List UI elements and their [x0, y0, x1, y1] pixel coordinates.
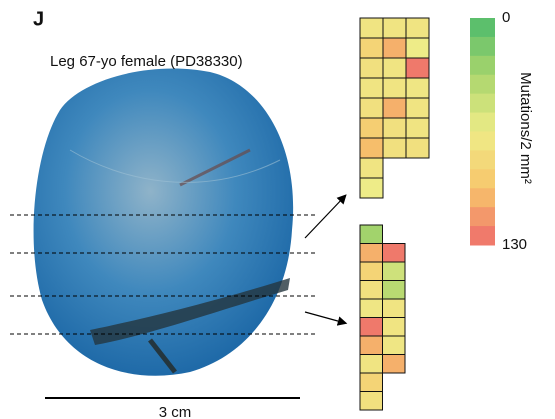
- arrow: [305, 312, 345, 323]
- colorbar-max-label: 130: [502, 236, 527, 253]
- heatmap-cell: [406, 138, 429, 158]
- colorbar-title: Mutations/2 mm²: [517, 72, 534, 184]
- heatmap-cell: [360, 373, 383, 392]
- heatmap-cell: [383, 98, 406, 118]
- scale-label: 3 cm: [159, 404, 192, 419]
- heatmap-cell: [383, 281, 406, 300]
- heatmap-cell: [360, 58, 383, 78]
- heatmap-cell: [360, 178, 383, 198]
- heatmap-cell: [360, 318, 383, 337]
- heatmap-cell: [383, 336, 406, 355]
- colorbar-segment: [470, 37, 495, 56]
- heatmap-cell: [406, 98, 429, 118]
- heatmap-cell: [360, 38, 383, 58]
- figure: 3 cm J Leg 67-yo female (PD38330) Mutati…: [0, 0, 555, 419]
- colorbar-segment: [470, 226, 495, 245]
- heatmap-cell: [360, 78, 383, 98]
- heatmap-cell: [360, 299, 383, 318]
- figure-title: Leg 67-yo female (PD38330): [50, 53, 243, 70]
- heatmap-cell: [406, 18, 429, 38]
- colorbar-segment: [470, 94, 495, 113]
- colorbar-segment: [470, 169, 495, 188]
- colorbar-segment: [470, 56, 495, 75]
- colorbar-segment: [470, 75, 495, 94]
- colorbar-segment: [470, 18, 495, 37]
- heatmap-cell: [383, 78, 406, 98]
- arrow: [305, 196, 345, 238]
- colorbar-segment: [470, 132, 495, 151]
- heatmap-cell: [360, 98, 383, 118]
- heatmap-cell: [406, 118, 429, 138]
- heatmap-cell: [406, 38, 429, 58]
- colorbar-segment: [470, 150, 495, 169]
- heatmap-cell: [406, 78, 429, 98]
- heatmap-cell: [360, 281, 383, 300]
- heatmap-cell: [383, 355, 406, 374]
- heatmap-cell: [360, 118, 383, 138]
- colorbar-segment: [470, 207, 495, 226]
- heatmap-cell: [360, 138, 383, 158]
- tissue-photo: [34, 68, 294, 375]
- heatmap-cell: [383, 262, 406, 281]
- heatmap-cell: [360, 244, 383, 263]
- colorbar-segment: [470, 188, 495, 207]
- heatmap-cell: [360, 392, 383, 411]
- colorbar-segment: [470, 113, 495, 132]
- heatmap-cell: [360, 18, 383, 38]
- heatmap-cell: [360, 336, 383, 355]
- heatmap-cell: [360, 262, 383, 281]
- heatmap-cell: [360, 225, 383, 244]
- heatmap-cell: [383, 58, 406, 78]
- panel-label: J: [33, 8, 44, 30]
- heatmap-cell: [383, 38, 406, 58]
- heatmap-cell: [383, 318, 406, 337]
- heatmap-cell: [360, 355, 383, 374]
- heatmap-cell: [360, 158, 383, 178]
- heatmap-cell: [383, 18, 406, 38]
- heatmap-cell: [383, 118, 406, 138]
- colorbar-min-label: 0: [502, 9, 510, 26]
- heatmap-cell: [383, 244, 406, 263]
- heatmap-cell: [406, 58, 429, 78]
- heatmap-cell: [383, 299, 406, 318]
- heatmap-cell: [383, 138, 406, 158]
